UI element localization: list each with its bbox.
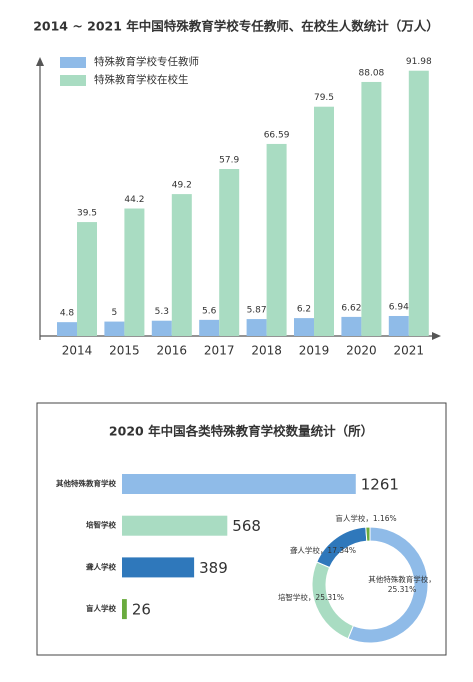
donut-label: 聋人学校，17.34% (290, 545, 356, 555)
x-tick-label: 2017 (204, 344, 235, 358)
bar (151, 320, 172, 336)
value-label: 91.98 (406, 57, 432, 67)
legend-swatch (60, 75, 86, 86)
bar (341, 316, 362, 336)
bar (246, 319, 267, 336)
value-label: 5 (112, 308, 118, 318)
bar (122, 557, 195, 578)
value-label: 1261 (361, 476, 399, 494)
category-label: 培智学校 (86, 520, 116, 530)
bar (294, 318, 314, 336)
chart-title: 2014 ~ 2021 年中国特殊教育学校专任教师、在校生人数统计（万人） (33, 19, 439, 34)
value-label: 26 (132, 601, 151, 619)
value-label: 79.5 (314, 93, 334, 103)
value-label: 88.08 (359, 68, 385, 78)
bar (122, 515, 228, 536)
value-label: 57.9 (219, 156, 239, 166)
donut-label: 盲人学校，1.16% (335, 513, 396, 523)
bar (104, 321, 125, 336)
panel-border (36, 402, 447, 656)
value-label: 5.3 (155, 307, 169, 317)
value-label: 4.8 (60, 309, 75, 319)
x-tick-label: 2018 (251, 344, 282, 358)
bar (314, 106, 334, 336)
value-label: 568 (232, 517, 261, 535)
value-label: 6.2 (297, 305, 311, 315)
y-axis-arrow (36, 57, 44, 66)
bar (219, 169, 240, 336)
x-tick-label: 2020 (346, 344, 377, 358)
category-label: 盲人学校 (86, 603, 116, 613)
x-tick-label: 2016 (157, 344, 188, 358)
value-label: 66.59 (264, 130, 290, 140)
legend-label: 特殊教育学校专任教师 (94, 55, 199, 68)
donut-label: 培智学校，25.31% (278, 592, 344, 602)
x-tick-label: 2019 (299, 344, 330, 358)
category-label: 聋人学校 (86, 561, 116, 571)
value-label: 6.94 (389, 302, 409, 312)
legend-swatch (60, 57, 86, 68)
donut-label: 其他特殊教育学校， (368, 574, 436, 584)
bar (122, 474, 356, 494)
bar (57, 322, 77, 336)
bar (408, 70, 429, 336)
value-label: 49.2 (172, 181, 192, 191)
value-label: 39.5 (77, 209, 97, 219)
x-axis-arrow (432, 332, 441, 340)
bar (122, 599, 127, 620)
donut-label: 25.31% (388, 585, 417, 594)
value-label: 6.62 (341, 303, 361, 313)
x-tick-label: 2021 (394, 344, 425, 358)
bar (171, 194, 192, 336)
x-tick-label: 2014 (62, 344, 93, 358)
donut-slice (365, 526, 371, 542)
bar (266, 143, 287, 336)
x-tick-label: 2015 (109, 344, 140, 358)
value-label: 5.6 (202, 306, 217, 316)
bar (388, 315, 409, 336)
value-label: 44.2 (124, 195, 144, 205)
bar (199, 319, 220, 336)
value-label: 389 (199, 559, 228, 577)
bar (124, 208, 145, 336)
value-label: 5.87 (247, 306, 267, 316)
category-label: 其他特殊教育学校 (56, 478, 116, 488)
chart-title: 2020 年中国各类特殊教育学校数量统计（所） (109, 424, 373, 439)
bar (361, 81, 382, 336)
legend-label: 特殊教育学校在校生 (94, 73, 189, 86)
bar (77, 222, 97, 336)
